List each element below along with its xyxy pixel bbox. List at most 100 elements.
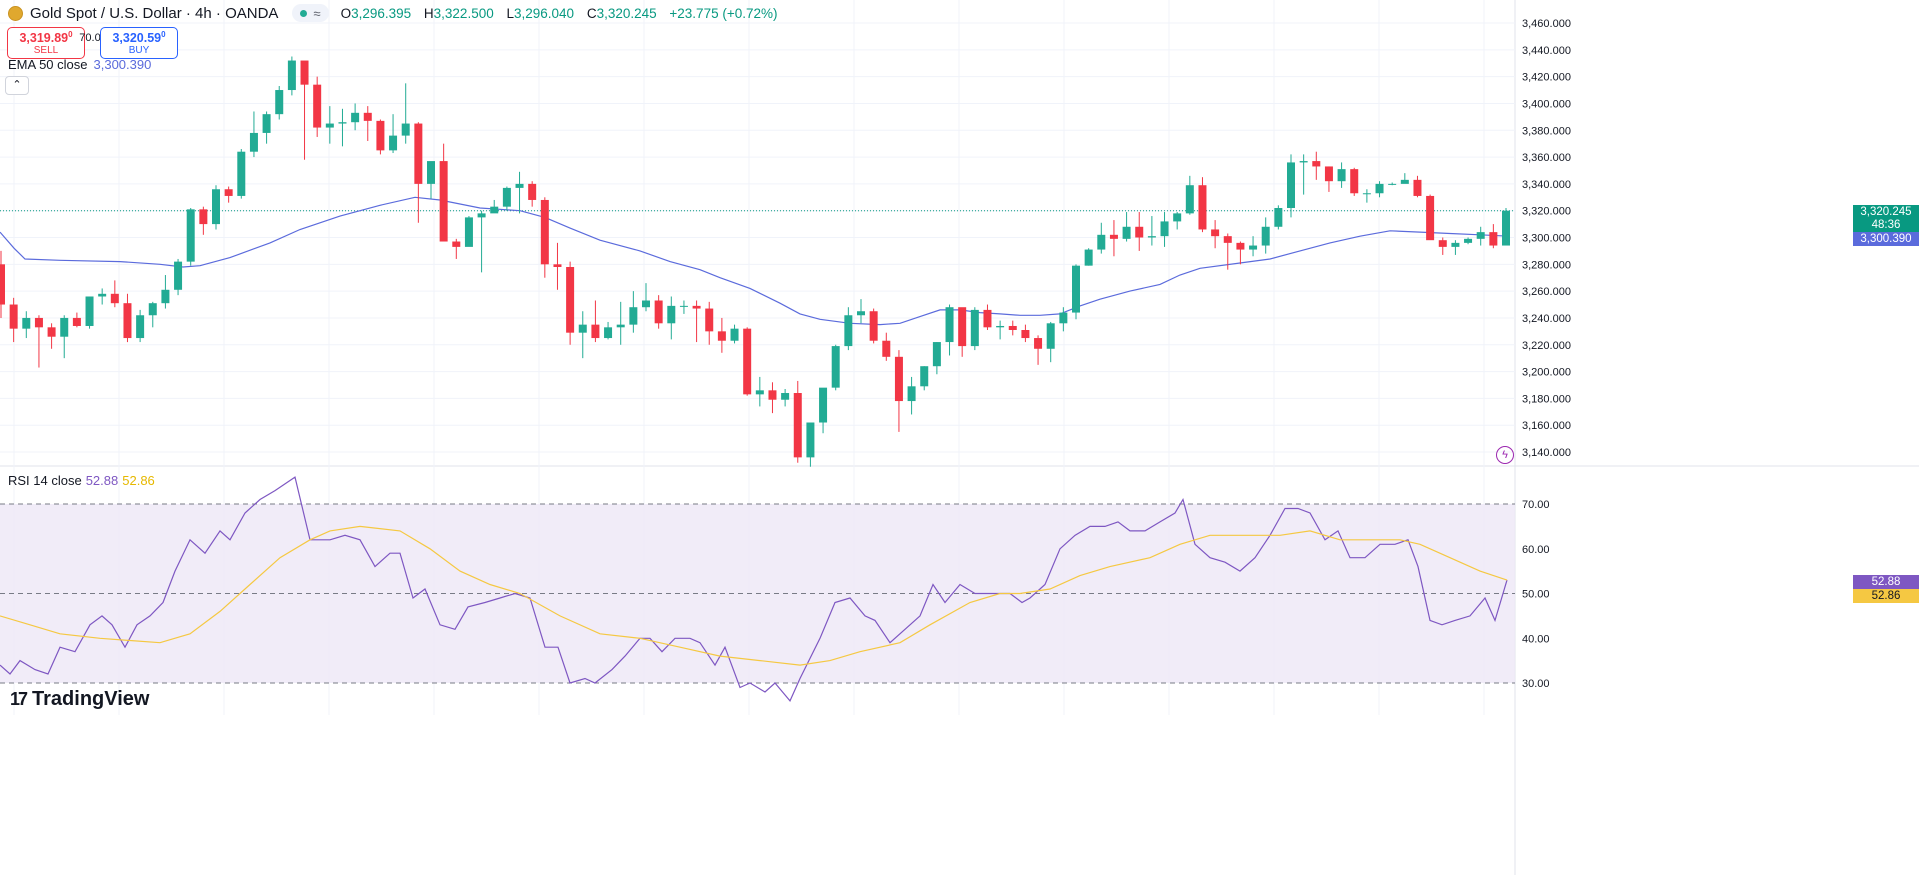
candle	[882, 332, 891, 361]
candle-body	[237, 151, 246, 196]
candle-body	[186, 209, 195, 262]
candle	[376, 119, 385, 155]
candle-body	[717, 331, 726, 341]
rsi-lines	[0, 476, 1508, 703]
candle	[439, 143, 448, 242]
candle-body	[1324, 166, 1333, 182]
collapse-legend-button[interactable]: ⌃	[5, 76, 29, 95]
candle-body	[882, 340, 891, 357]
candle-body	[578, 324, 587, 333]
candle-body	[0, 264, 5, 305]
candle-body	[9, 304, 18, 329]
candle	[692, 300, 701, 343]
candle-body	[110, 293, 119, 304]
candle	[831, 344, 840, 391]
ema-legend[interactable]: EMA 50 close 3,300.390	[8, 57, 151, 72]
candle	[945, 304, 954, 356]
low-value: 3,296.040	[514, 5, 575, 21]
candle-body	[1046, 323, 1055, 349]
countdown-tag: 48:36	[1853, 218, 1919, 232]
price-tick-label: 3,300.000	[1522, 233, 1571, 245]
price-tick-label: 3,200.000	[1522, 367, 1571, 379]
symbol-title[interactable]: Gold Spot / U.S. Dollar · 4h · OANDA	[30, 4, 279, 22]
candle-body	[1147, 236, 1156, 238]
candle	[464, 216, 473, 247]
spread-value: 70.0	[79, 32, 101, 44]
candle	[1350, 167, 1359, 196]
sell-button[interactable]: 3,319.890 SELL	[7, 27, 85, 59]
candle	[300, 60, 309, 160]
tradingview-logo[interactable]: 17 TradingView	[10, 688, 149, 711]
candle	[98, 288, 107, 305]
candle-body	[1476, 232, 1485, 239]
market-status[interactable]: ≈	[292, 4, 329, 22]
candle	[932, 342, 941, 375]
candle-body	[654, 300, 663, 324]
candle-body	[629, 307, 638, 325]
candle-body	[224, 189, 233, 196]
candle-body	[1426, 195, 1435, 241]
candle	[123, 293, 132, 343]
candle	[793, 380, 802, 463]
candle-body	[819, 387, 828, 423]
candle-body	[831, 346, 840, 388]
candle-body	[1135, 226, 1144, 238]
alert-bolt-icon[interactable]: ϟ	[1496, 446, 1514, 464]
candle	[1147, 216, 1156, 246]
ema-legend-label: EMA 50 close	[8, 57, 88, 72]
candle	[427, 161, 435, 199]
candle-body	[363, 112, 372, 121]
sell-label: SELL	[33, 45, 59, 57]
rsi-band	[0, 503, 1515, 684]
candle-body	[970, 309, 979, 347]
candle-body	[72, 317, 81, 326]
candle-body	[1464, 238, 1473, 243]
candle	[970, 307, 979, 351]
price-tick-label: 3,440.000	[1522, 45, 1571, 57]
candle	[1261, 217, 1270, 254]
candle	[1375, 181, 1384, 198]
candle	[616, 301, 625, 345]
candle-body	[1109, 234, 1118, 239]
price-tick-label: 3,280.000	[1522, 259, 1571, 271]
candle	[1223, 233, 1232, 270]
price-tick-label: 3,220.000	[1522, 340, 1571, 352]
candle-body	[857, 311, 865, 316]
price-tick-label: 3,460.000	[1522, 18, 1571, 30]
candle	[679, 300, 688, 314]
candle-body	[401, 123, 410, 136]
candle-body	[1059, 312, 1068, 324]
chevron-up-icon: ⌃	[12, 79, 22, 91]
candle	[1021, 324, 1030, 343]
candle	[502, 186, 511, 211]
candle	[604, 321, 613, 340]
candle-body	[679, 305, 688, 307]
candle	[920, 366, 929, 391]
candle-body	[806, 422, 815, 458]
candle	[528, 181, 537, 207]
rsi-legend[interactable]: RSI 14 close 52.88 52.86	[8, 473, 155, 488]
candle-body	[452, 241, 461, 247]
price-axis[interactable]: 3,140.000 3,160.000 3,180.000 3,200.000 3,22…	[1522, 18, 1571, 690]
open-value: 3,296.395	[351, 5, 412, 21]
price-tick-label: 3,240.000	[1522, 313, 1571, 325]
candle-body	[1021, 330, 1030, 339]
candle-body	[275, 90, 284, 115]
candle	[224, 186, 233, 203]
candle-body	[1438, 240, 1447, 247]
candle	[755, 376, 764, 407]
buy-button[interactable]: 3,320.590 BUY	[100, 27, 178, 59]
candle	[313, 76, 322, 137]
candle	[1426, 194, 1435, 241]
candle	[1249, 236, 1258, 257]
candle	[894, 350, 903, 432]
candle-body	[1097, 234, 1106, 250]
candle	[1008, 320, 1017, 336]
candle	[262, 111, 271, 144]
rsi-tick-label: 60.00	[1522, 544, 1550, 556]
candle	[515, 171, 524, 214]
candle-body	[1350, 169, 1359, 194]
candle-body	[1223, 236, 1232, 243]
candle	[806, 422, 815, 467]
